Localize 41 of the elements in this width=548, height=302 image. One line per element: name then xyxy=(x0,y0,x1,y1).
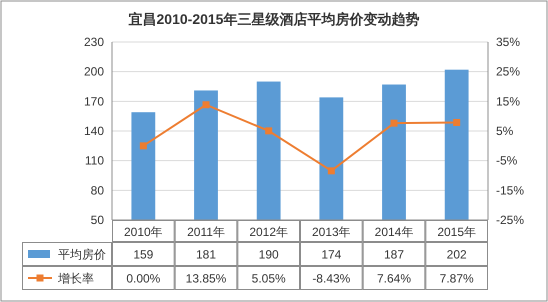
data-label: 13.85% xyxy=(186,272,227,286)
x-tick-label: 2011年 xyxy=(187,225,225,239)
y2-tick-label: 5% xyxy=(496,124,514,138)
point xyxy=(140,142,147,150)
chart-title: 宜昌2010-2015年三星级酒店平均房价变动趋势 xyxy=(128,11,420,27)
y-tick-label: 170 xyxy=(84,94,104,108)
y-tick-label: 80 xyxy=(90,183,104,198)
y2-tick-label: 35% xyxy=(496,35,520,49)
data-label: 174 xyxy=(321,248,342,262)
y-tick-label: 110 xyxy=(84,154,104,168)
x-tick-label: 2010年 xyxy=(124,225,163,239)
x-tick-label: 2014年 xyxy=(374,225,414,239)
y2-tick-label: -15% xyxy=(496,183,524,198)
y2-tick-label: 25% xyxy=(496,64,520,79)
data-label: 0.00% xyxy=(126,272,161,286)
x-tick-label: 2012年 xyxy=(249,225,288,239)
x-tick-label: 2013年 xyxy=(312,225,351,239)
y-tick-label: 200 xyxy=(84,64,104,79)
data-label: 5.05% xyxy=(252,272,286,286)
data-label: 187 xyxy=(384,248,404,262)
legend-label: 增长率 xyxy=(57,272,94,286)
data-label: -8.43% xyxy=(312,272,351,286)
point xyxy=(328,167,335,174)
data-label: 181 xyxy=(196,248,216,262)
x-tick-label: 2015年 xyxy=(437,225,476,239)
point xyxy=(265,127,272,134)
y-tick-label: 50 xyxy=(90,213,104,227)
y-tick-label: 230 xyxy=(84,35,104,49)
data-label: 7.87% xyxy=(440,272,474,286)
y2-tick-label: -25% xyxy=(496,213,524,227)
y2-tick-label: -5% xyxy=(496,154,518,168)
y2-tick-label: 15% xyxy=(496,94,520,108)
y-tick-label: 140 xyxy=(84,124,104,138)
data-label: 159 xyxy=(133,248,154,262)
data-label: 190 xyxy=(258,248,279,262)
point xyxy=(202,101,210,108)
point xyxy=(453,118,460,126)
data-label: 202 xyxy=(446,248,467,262)
point xyxy=(390,120,398,127)
legend-label: 平均房价 xyxy=(58,248,106,262)
data-label: 7.64% xyxy=(376,272,412,286)
